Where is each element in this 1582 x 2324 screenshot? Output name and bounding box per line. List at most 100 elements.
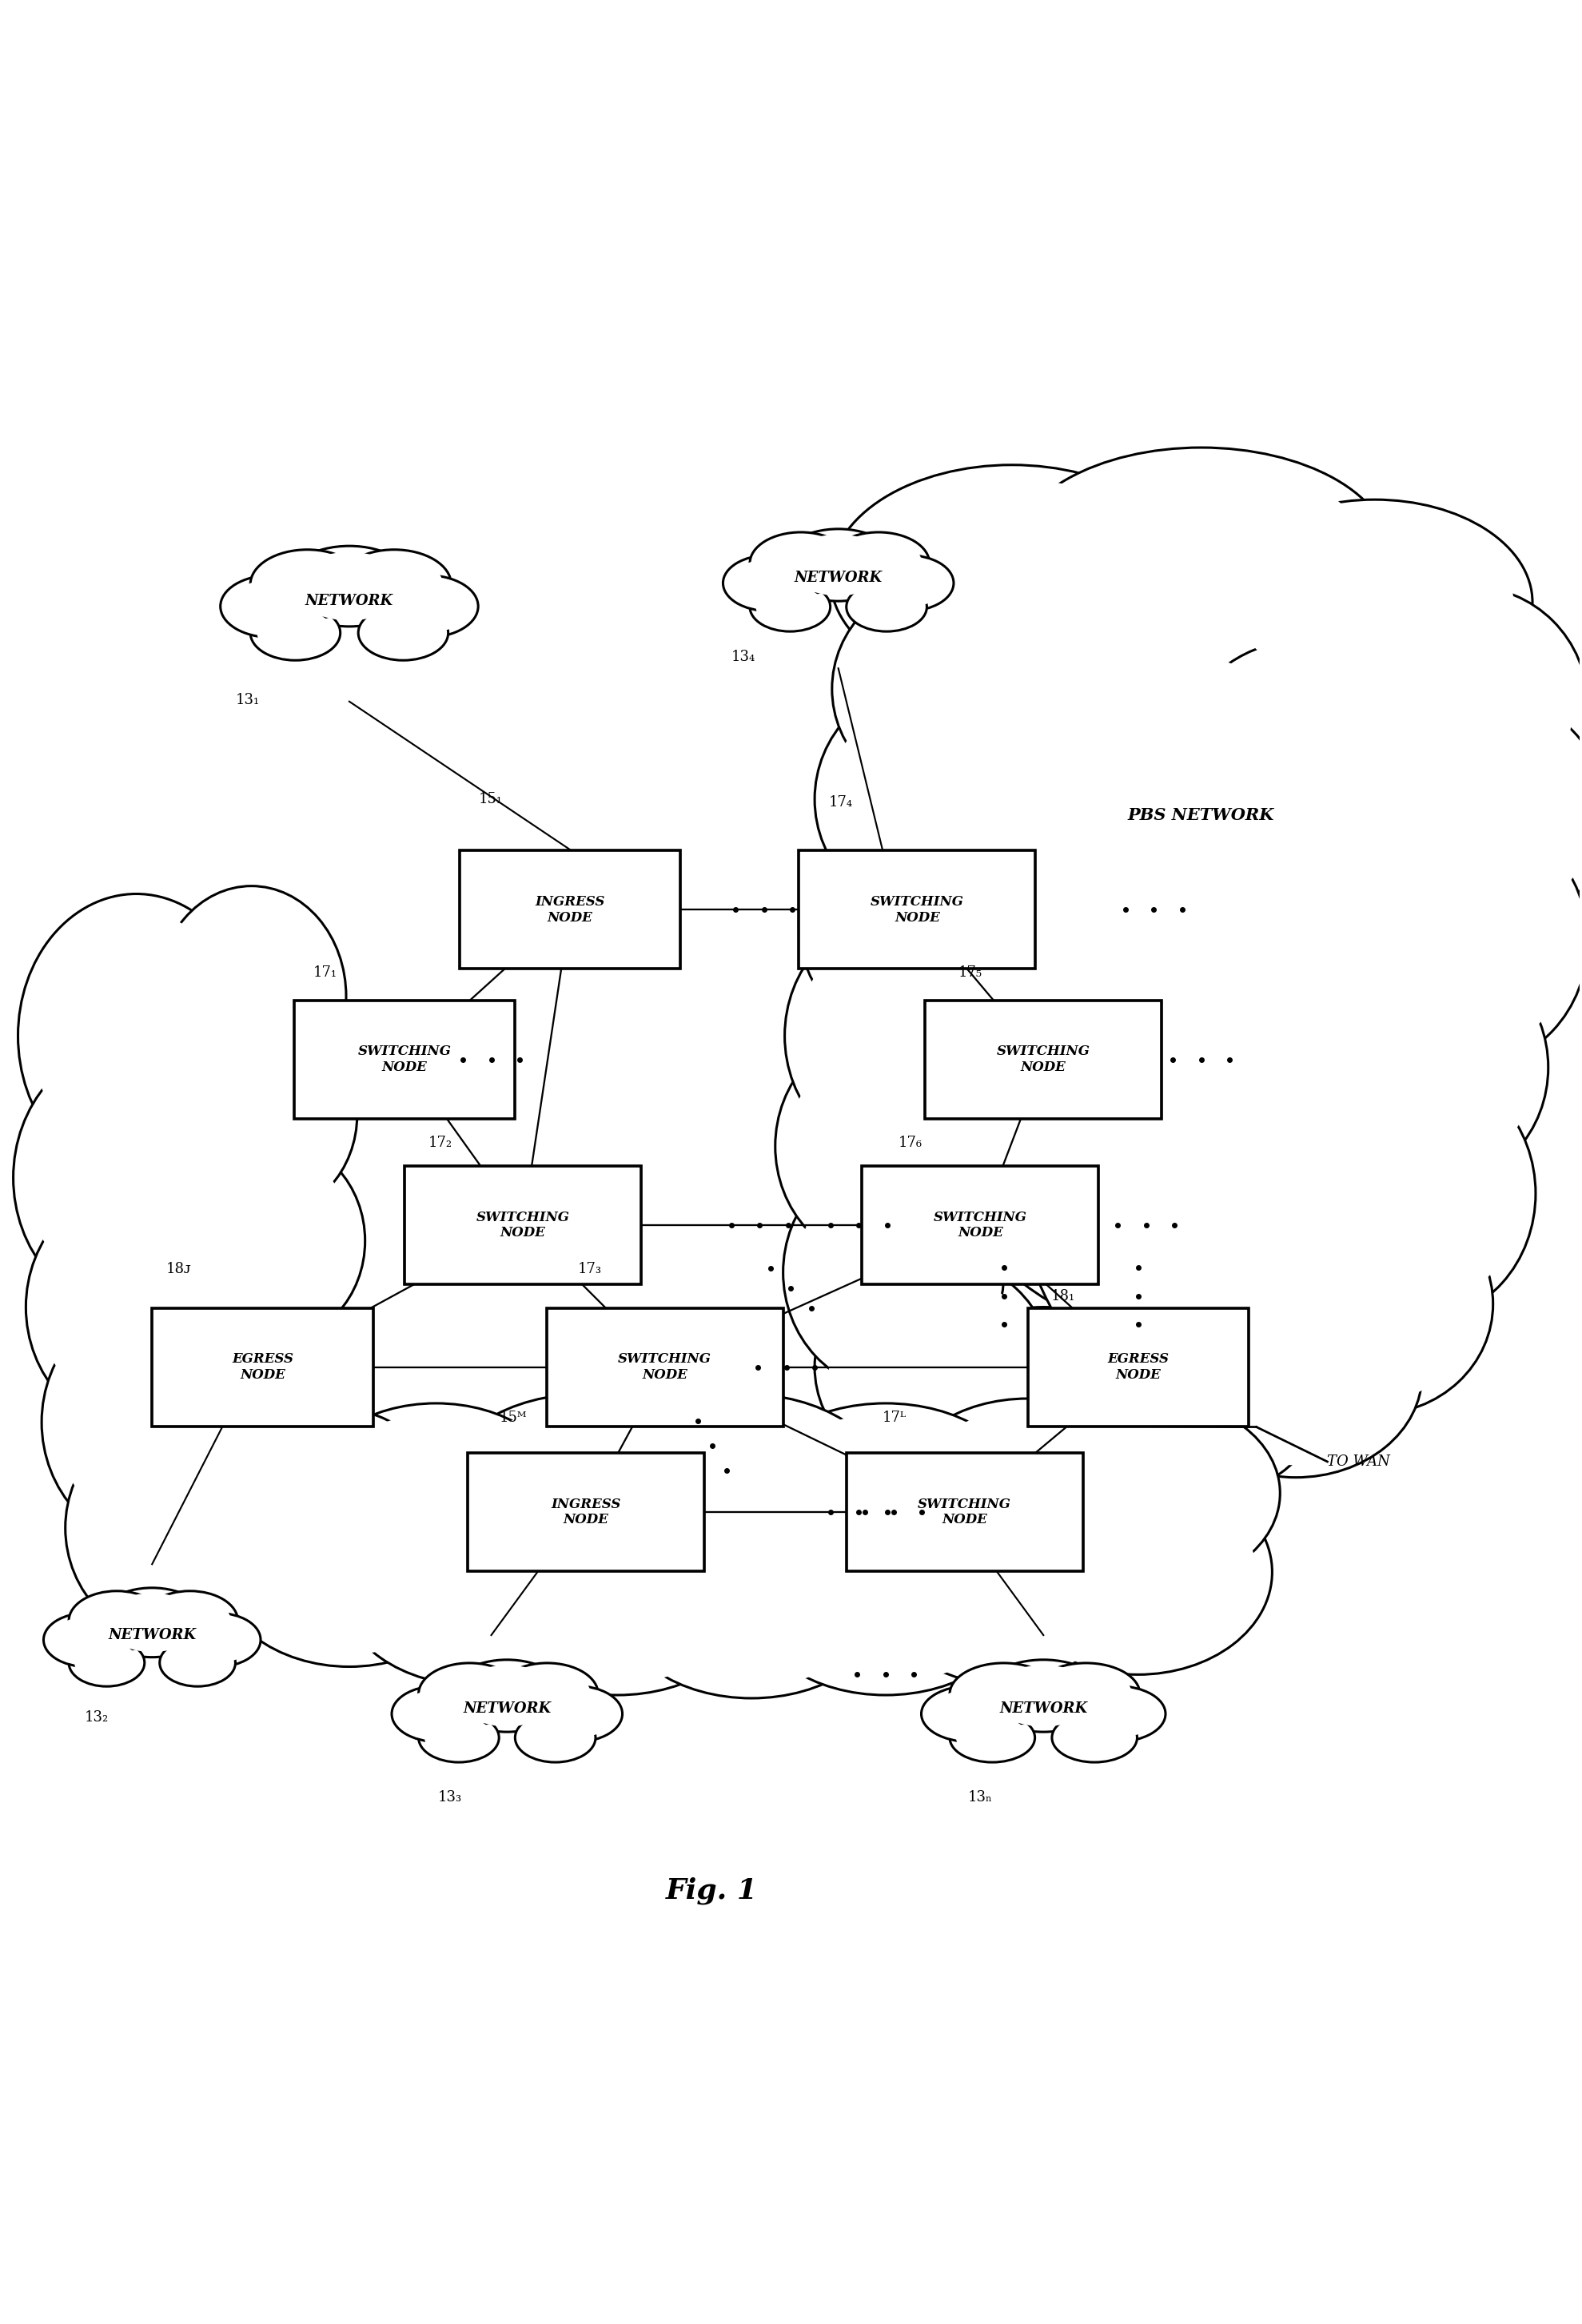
FancyBboxPatch shape bbox=[862, 1167, 1098, 1285]
Ellipse shape bbox=[365, 609, 441, 655]
FancyBboxPatch shape bbox=[460, 851, 680, 969]
Ellipse shape bbox=[283, 546, 414, 627]
Ellipse shape bbox=[751, 1513, 1020, 1694]
Ellipse shape bbox=[1308, 1067, 1536, 1320]
Text: INGRESS
NODE: INGRESS NODE bbox=[551, 1497, 620, 1527]
Ellipse shape bbox=[76, 1597, 158, 1645]
Ellipse shape bbox=[160, 1248, 350, 1455]
Ellipse shape bbox=[1256, 1195, 1493, 1415]
Ellipse shape bbox=[756, 586, 824, 627]
Ellipse shape bbox=[294, 1462, 1177, 1620]
Ellipse shape bbox=[1351, 586, 1582, 823]
Text: 15₁: 15₁ bbox=[479, 792, 503, 806]
Ellipse shape bbox=[1052, 1713, 1137, 1762]
Ellipse shape bbox=[785, 913, 1012, 1160]
Ellipse shape bbox=[445, 1394, 728, 1576]
Ellipse shape bbox=[758, 537, 845, 590]
Ellipse shape bbox=[250, 607, 340, 660]
Ellipse shape bbox=[815, 681, 1052, 918]
Ellipse shape bbox=[751, 1404, 1020, 1576]
Ellipse shape bbox=[949, 1664, 1058, 1724]
Text: 17₁: 17₁ bbox=[313, 964, 337, 981]
Ellipse shape bbox=[918, 1306, 1169, 1497]
Ellipse shape bbox=[168, 899, 335, 1095]
FancyBboxPatch shape bbox=[468, 1452, 704, 1571]
Ellipse shape bbox=[788, 535, 889, 595]
Ellipse shape bbox=[1031, 1664, 1141, 1724]
Ellipse shape bbox=[846, 583, 927, 632]
Ellipse shape bbox=[346, 1471, 1125, 1611]
Ellipse shape bbox=[65, 1411, 302, 1645]
Ellipse shape bbox=[1327, 948, 1549, 1185]
Text: 17ᴸ: 17ᴸ bbox=[883, 1411, 906, 1425]
Ellipse shape bbox=[74, 1643, 139, 1683]
Ellipse shape bbox=[424, 1717, 494, 1759]
Ellipse shape bbox=[484, 1513, 751, 1694]
Text: INGRESS
NODE: INGRESS NODE bbox=[535, 895, 604, 925]
Text: 18ᴊ: 18ᴊ bbox=[166, 1262, 191, 1276]
Ellipse shape bbox=[310, 1404, 562, 1576]
Text: 17₃: 17₃ bbox=[577, 1262, 603, 1276]
Ellipse shape bbox=[187, 1150, 354, 1332]
Ellipse shape bbox=[337, 551, 451, 618]
Ellipse shape bbox=[1076, 1690, 1158, 1738]
Ellipse shape bbox=[949, 1713, 1035, 1762]
Ellipse shape bbox=[990, 1666, 1096, 1727]
Ellipse shape bbox=[617, 1515, 886, 1699]
Ellipse shape bbox=[1351, 816, 1582, 1067]
Ellipse shape bbox=[780, 530, 897, 602]
Text: 17₅: 17₅ bbox=[959, 964, 982, 981]
Ellipse shape bbox=[829, 695, 1038, 904]
Text: TO WAN: TO WAN bbox=[1327, 1455, 1391, 1469]
Text: 17₆: 17₆ bbox=[899, 1136, 922, 1150]
Ellipse shape bbox=[55, 1311, 264, 1534]
Ellipse shape bbox=[853, 586, 921, 627]
Ellipse shape bbox=[750, 583, 831, 632]
Ellipse shape bbox=[160, 1638, 236, 1687]
Ellipse shape bbox=[27, 1060, 236, 1297]
Ellipse shape bbox=[250, 551, 364, 618]
Ellipse shape bbox=[815, 1257, 1052, 1478]
Ellipse shape bbox=[799, 927, 998, 1143]
Ellipse shape bbox=[633, 1527, 870, 1687]
Ellipse shape bbox=[601, 1394, 886, 1576]
Ellipse shape bbox=[827, 532, 930, 595]
Ellipse shape bbox=[775, 1027, 997, 1264]
Ellipse shape bbox=[832, 579, 1060, 799]
Ellipse shape bbox=[1144, 676, 1449, 1176]
Ellipse shape bbox=[831, 465, 1193, 693]
Ellipse shape bbox=[377, 576, 478, 637]
Text: PBS NETWORK: PBS NETWORK bbox=[1128, 806, 1275, 823]
Text: NETWORK: NETWORK bbox=[108, 1627, 196, 1643]
Ellipse shape bbox=[1394, 711, 1582, 918]
Ellipse shape bbox=[1365, 600, 1574, 809]
Ellipse shape bbox=[13, 1043, 250, 1311]
FancyBboxPatch shape bbox=[1028, 1308, 1248, 1427]
Ellipse shape bbox=[1169, 1274, 1422, 1478]
Ellipse shape bbox=[902, 1399, 1153, 1571]
Ellipse shape bbox=[324, 1413, 547, 1566]
Ellipse shape bbox=[51, 1618, 123, 1662]
Ellipse shape bbox=[448, 1659, 566, 1731]
Ellipse shape bbox=[1039, 1669, 1131, 1720]
Ellipse shape bbox=[500, 1522, 736, 1685]
FancyBboxPatch shape bbox=[405, 1167, 641, 1285]
Ellipse shape bbox=[869, 560, 946, 607]
Text: SWITCHING
NODE: SWITCHING NODE bbox=[358, 1046, 451, 1074]
Ellipse shape bbox=[1005, 1469, 1272, 1676]
Ellipse shape bbox=[457, 1666, 557, 1727]
Ellipse shape bbox=[750, 532, 851, 595]
Ellipse shape bbox=[176, 1139, 365, 1343]
Ellipse shape bbox=[916, 1408, 1139, 1562]
Ellipse shape bbox=[619, 1404, 869, 1566]
Ellipse shape bbox=[41, 1297, 278, 1548]
FancyBboxPatch shape bbox=[846, 1452, 1082, 1571]
Ellipse shape bbox=[1035, 460, 1368, 648]
Text: NETWORK: NETWORK bbox=[305, 593, 394, 609]
Ellipse shape bbox=[171, 1262, 339, 1441]
Ellipse shape bbox=[76, 974, 313, 1525]
FancyBboxPatch shape bbox=[799, 851, 1036, 969]
Ellipse shape bbox=[182, 1618, 255, 1662]
Ellipse shape bbox=[259, 555, 356, 614]
Ellipse shape bbox=[220, 576, 323, 637]
